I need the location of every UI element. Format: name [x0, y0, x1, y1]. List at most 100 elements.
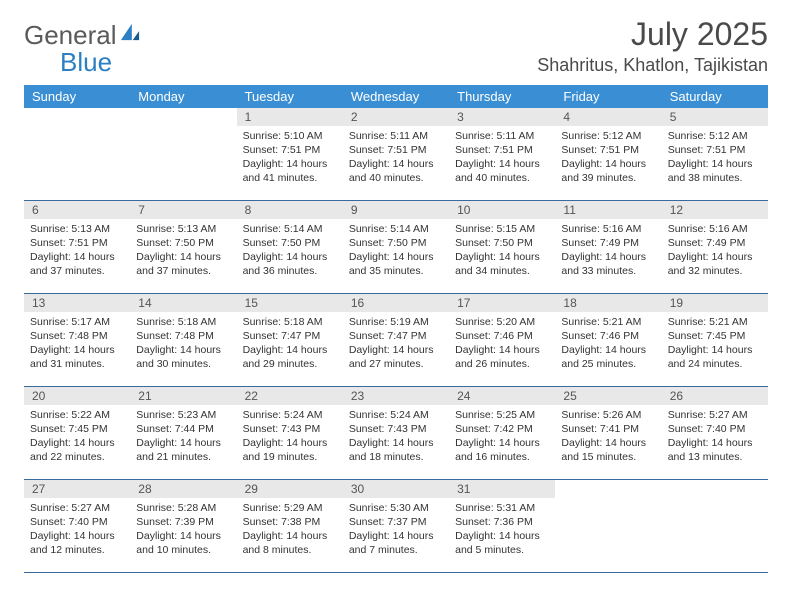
day-cell: 26Sunrise: 5:27 AMSunset: 7:40 PMDayligh…: [662, 387, 768, 479]
day-body: Sunrise: 5:12 AMSunset: 7:51 PMDaylight:…: [555, 126, 661, 190]
day-number: [24, 108, 130, 126]
daylight-text: Daylight: 14 hours and 13 minutes.: [668, 436, 762, 464]
sunrise-text: Sunrise: 5:18 AM: [136, 315, 230, 329]
day-cell: 27Sunrise: 5:27 AMSunset: 7:40 PMDayligh…: [24, 480, 130, 572]
calendar-grid: Sunday Monday Tuesday Wednesday Thursday…: [24, 85, 768, 573]
day-cell: 19Sunrise: 5:21 AMSunset: 7:45 PMDayligh…: [662, 294, 768, 386]
month-title: July 2025: [537, 16, 768, 53]
day-number: [130, 108, 236, 126]
sunset-text: Sunset: 7:48 PM: [30, 329, 124, 343]
day-number: 17: [449, 294, 555, 312]
day-body: Sunrise: 5:23 AMSunset: 7:44 PMDaylight:…: [130, 405, 236, 469]
daylight-text: Daylight: 14 hours and 12 minutes.: [30, 529, 124, 557]
day-cell: 14Sunrise: 5:18 AMSunset: 7:48 PMDayligh…: [130, 294, 236, 386]
sunrise-text: Sunrise: 5:24 AM: [349, 408, 443, 422]
day-cell: 11Sunrise: 5:16 AMSunset: 7:49 PMDayligh…: [555, 201, 661, 293]
day-cell: 9Sunrise: 5:14 AMSunset: 7:50 PMDaylight…: [343, 201, 449, 293]
day-cell: 13Sunrise: 5:17 AMSunset: 7:48 PMDayligh…: [24, 294, 130, 386]
day-cell: 16Sunrise: 5:19 AMSunset: 7:47 PMDayligh…: [343, 294, 449, 386]
dow-sunday: Sunday: [24, 85, 130, 108]
dow-wednesday: Wednesday: [343, 85, 449, 108]
sunrise-text: Sunrise: 5:29 AM: [243, 501, 337, 515]
day-body: Sunrise: 5:13 AMSunset: 7:50 PMDaylight:…: [130, 219, 236, 283]
title-block: July 2025 Shahritus, Khatlon, Tajikistan: [537, 16, 768, 76]
sunset-text: Sunset: 7:50 PM: [243, 236, 337, 250]
daylight-text: Daylight: 14 hours and 18 minutes.: [349, 436, 443, 464]
week-row: 6Sunrise: 5:13 AMSunset: 7:51 PMDaylight…: [24, 201, 768, 294]
sunset-text: Sunset: 7:49 PM: [561, 236, 655, 250]
sunrise-text: Sunrise: 5:16 AM: [668, 222, 762, 236]
day-cell: 1Sunrise: 5:10 AMSunset: 7:51 PMDaylight…: [237, 108, 343, 200]
daylight-text: Daylight: 14 hours and 8 minutes.: [243, 529, 337, 557]
daylight-text: Daylight: 14 hours and 35 minutes.: [349, 250, 443, 278]
day-number: 7: [130, 201, 236, 219]
day-number: 25: [555, 387, 661, 405]
daylight-text: Daylight: 14 hours and 36 minutes.: [243, 250, 337, 278]
day-number: 11: [555, 201, 661, 219]
day-body: Sunrise: 5:16 AMSunset: 7:49 PMDaylight:…: [662, 219, 768, 283]
day-cell: [662, 480, 768, 572]
day-cell: 22Sunrise: 5:24 AMSunset: 7:43 PMDayligh…: [237, 387, 343, 479]
day-cell: 23Sunrise: 5:24 AMSunset: 7:43 PMDayligh…: [343, 387, 449, 479]
sunset-text: Sunset: 7:51 PM: [668, 143, 762, 157]
sunset-text: Sunset: 7:47 PM: [243, 329, 337, 343]
day-cell: 5Sunrise: 5:12 AMSunset: 7:51 PMDaylight…: [662, 108, 768, 200]
sunrise-text: Sunrise: 5:11 AM: [455, 129, 549, 143]
day-body: Sunrise: 5:18 AMSunset: 7:47 PMDaylight:…: [237, 312, 343, 376]
day-cell: [130, 108, 236, 200]
day-number: 28: [130, 480, 236, 498]
day-number: 19: [662, 294, 768, 312]
day-cell: [24, 108, 130, 200]
daylight-text: Daylight: 14 hours and 16 minutes.: [455, 436, 549, 464]
sunrise-text: Sunrise: 5:21 AM: [561, 315, 655, 329]
day-body: Sunrise: 5:16 AMSunset: 7:49 PMDaylight:…: [555, 219, 661, 283]
sunset-text: Sunset: 7:38 PM: [243, 515, 337, 529]
sunrise-text: Sunrise: 5:10 AM: [243, 129, 337, 143]
week-row: 27Sunrise: 5:27 AMSunset: 7:40 PMDayligh…: [24, 480, 768, 573]
sunset-text: Sunset: 7:48 PM: [136, 329, 230, 343]
sunset-text: Sunset: 7:46 PM: [455, 329, 549, 343]
daylight-text: Daylight: 14 hours and 38 minutes.: [668, 157, 762, 185]
brand-part2: Blue: [24, 47, 112, 77]
day-body: Sunrise: 5:12 AMSunset: 7:51 PMDaylight:…: [662, 126, 768, 190]
daylight-text: Daylight: 14 hours and 7 minutes.: [349, 529, 443, 557]
daylight-text: Daylight: 14 hours and 30 minutes.: [136, 343, 230, 371]
day-cell: 29Sunrise: 5:29 AMSunset: 7:38 PMDayligh…: [237, 480, 343, 572]
day-number: 8: [237, 201, 343, 219]
dow-thursday: Thursday: [449, 85, 555, 108]
day-body: Sunrise: 5:24 AMSunset: 7:43 PMDaylight:…: [237, 405, 343, 469]
daylight-text: Daylight: 14 hours and 40 minutes.: [349, 157, 443, 185]
daylight-text: Daylight: 14 hours and 10 minutes.: [136, 529, 230, 557]
day-cell: 6Sunrise: 5:13 AMSunset: 7:51 PMDaylight…: [24, 201, 130, 293]
day-number: 10: [449, 201, 555, 219]
day-number: 12: [662, 201, 768, 219]
week-row: 13Sunrise: 5:17 AMSunset: 7:48 PMDayligh…: [24, 294, 768, 387]
daylight-text: Daylight: 14 hours and 37 minutes.: [136, 250, 230, 278]
daylight-text: Daylight: 14 hours and 15 minutes.: [561, 436, 655, 464]
daylight-text: Daylight: 14 hours and 21 minutes.: [136, 436, 230, 464]
daylight-text: Daylight: 14 hours and 25 minutes.: [561, 343, 655, 371]
day-body: Sunrise: 5:10 AMSunset: 7:51 PMDaylight:…: [237, 126, 343, 190]
day-cell: 18Sunrise: 5:21 AMSunset: 7:46 PMDayligh…: [555, 294, 661, 386]
day-number: 15: [237, 294, 343, 312]
day-cell: [555, 480, 661, 572]
day-cell: 10Sunrise: 5:15 AMSunset: 7:50 PMDayligh…: [449, 201, 555, 293]
dow-saturday: Saturday: [662, 85, 768, 108]
sunrise-text: Sunrise: 5:13 AM: [136, 222, 230, 236]
sunrise-text: Sunrise: 5:27 AM: [668, 408, 762, 422]
day-body: Sunrise: 5:22 AMSunset: 7:45 PMDaylight:…: [24, 405, 130, 469]
day-cell: 31Sunrise: 5:31 AMSunset: 7:36 PMDayligh…: [449, 480, 555, 572]
day-number: 24: [449, 387, 555, 405]
dow-friday: Friday: [555, 85, 661, 108]
sunrise-text: Sunrise: 5:23 AM: [136, 408, 230, 422]
page-header: GeneralBlue July 2025 Shahritus, Khatlon…: [24, 16, 768, 77]
daylight-text: Daylight: 14 hours and 32 minutes.: [668, 250, 762, 278]
daylight-text: Daylight: 14 hours and 24 minutes.: [668, 343, 762, 371]
brand-logo: GeneralBlue: [24, 16, 141, 77]
week-row: 20Sunrise: 5:22 AMSunset: 7:45 PMDayligh…: [24, 387, 768, 480]
sunset-text: Sunset: 7:51 PM: [455, 143, 549, 157]
sunset-text: Sunset: 7:51 PM: [349, 143, 443, 157]
day-number: 20: [24, 387, 130, 405]
day-cell: 2Sunrise: 5:11 AMSunset: 7:51 PMDaylight…: [343, 108, 449, 200]
sunrise-text: Sunrise: 5:28 AM: [136, 501, 230, 515]
